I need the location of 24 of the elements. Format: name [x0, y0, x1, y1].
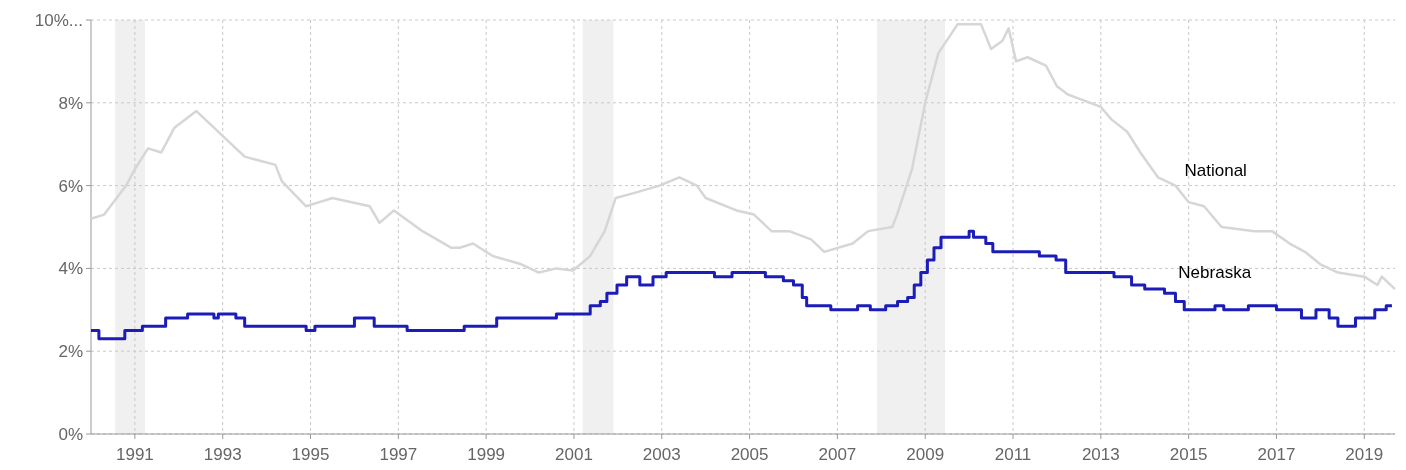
- y-tick-label: 8%: [58, 93, 83, 113]
- x-tick-label: 2001: [555, 445, 593, 464]
- line-series: [89, 22, 1397, 291]
- y-tick-label: 4%: [58, 259, 83, 279]
- x-tick-label: 2009: [906, 445, 945, 464]
- x-tick-label: 2003: [642, 445, 681, 464]
- x-tick-label: 2007: [818, 445, 857, 464]
- x-tick-label: 1993: [203, 445, 242, 464]
- x-tick-label: 2019: [1345, 445, 1384, 464]
- y-tick-label: 0%: [58, 425, 83, 444]
- x-tick-label: 2013: [1081, 445, 1120, 464]
- x-tick-label: 1997: [379, 445, 418, 464]
- y-tick-label: 2%: [58, 342, 83, 362]
- y-tick-label: 10%...: [34, 11, 83, 30]
- x-tick-label: 2017: [1257, 445, 1296, 464]
- x-tick-label: 1995: [291, 445, 330, 464]
- x-tick-label: 2005: [730, 445, 769, 464]
- series-label: Nebraska: [1178, 262, 1252, 282]
- x-tick-label: 2015: [1169, 445, 1208, 464]
- x-tick-label: 1999: [467, 445, 506, 464]
- series-label: National: [1184, 161, 1247, 181]
- x-tick-label: 1991: [115, 445, 154, 464]
- y-tick-label: 6%: [58, 176, 83, 196]
- x-tick-label: 2011: [994, 445, 1032, 464]
